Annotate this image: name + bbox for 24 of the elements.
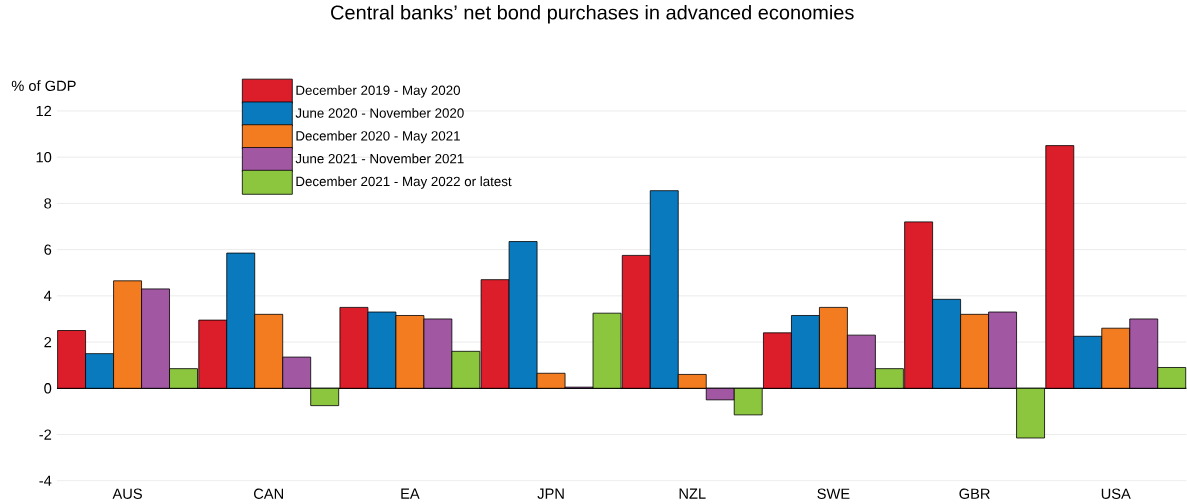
y-tick-label: 0 xyxy=(44,383,52,394)
legend-label: June 2020 - November 2020 xyxy=(295,108,464,118)
x-tick-label: NZL xyxy=(679,488,706,499)
y-tick-label: 6 xyxy=(44,244,52,255)
x-tick-label: GBR xyxy=(959,488,990,500)
x-tick-label: CAN xyxy=(254,488,283,500)
y-tick-label: 4 xyxy=(44,290,52,301)
x-tick-label: EA xyxy=(401,488,420,499)
y-tick-label: 12 xyxy=(36,105,52,117)
y-tick-label: 8 xyxy=(44,198,52,209)
y-axis-title: % of GDP xyxy=(11,80,76,92)
legend-label: June 2021 - November 2021 xyxy=(295,153,464,164)
x-tick-label: JPN xyxy=(537,488,564,499)
legend-label: December 2020 - May 2021 xyxy=(296,130,460,144)
y-tick-label: -4 xyxy=(39,475,52,486)
chart-title: Central banks’ net bond purchases in advanced economies xyxy=(331,4,854,24)
y-tick-label: -2 xyxy=(39,429,52,440)
x-tick-label: USA xyxy=(1101,488,1131,500)
x-tick-label: SWE xyxy=(817,488,850,500)
y-tick-label: 2 xyxy=(44,337,52,348)
x-tick-label: AUS xyxy=(112,488,142,500)
legend-label: December 2019 - May 2020 xyxy=(296,85,461,98)
legend-label: December 2021 - May 2022 or latest xyxy=(296,176,512,189)
y-tick-label: 10 xyxy=(36,152,52,163)
